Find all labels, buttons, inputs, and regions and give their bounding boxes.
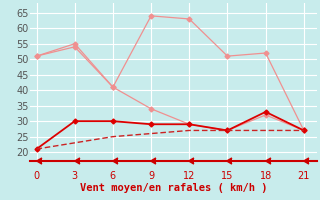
X-axis label: Vent moyen/en rafales ( km/h ): Vent moyen/en rafales ( km/h ) [80,183,267,193]
